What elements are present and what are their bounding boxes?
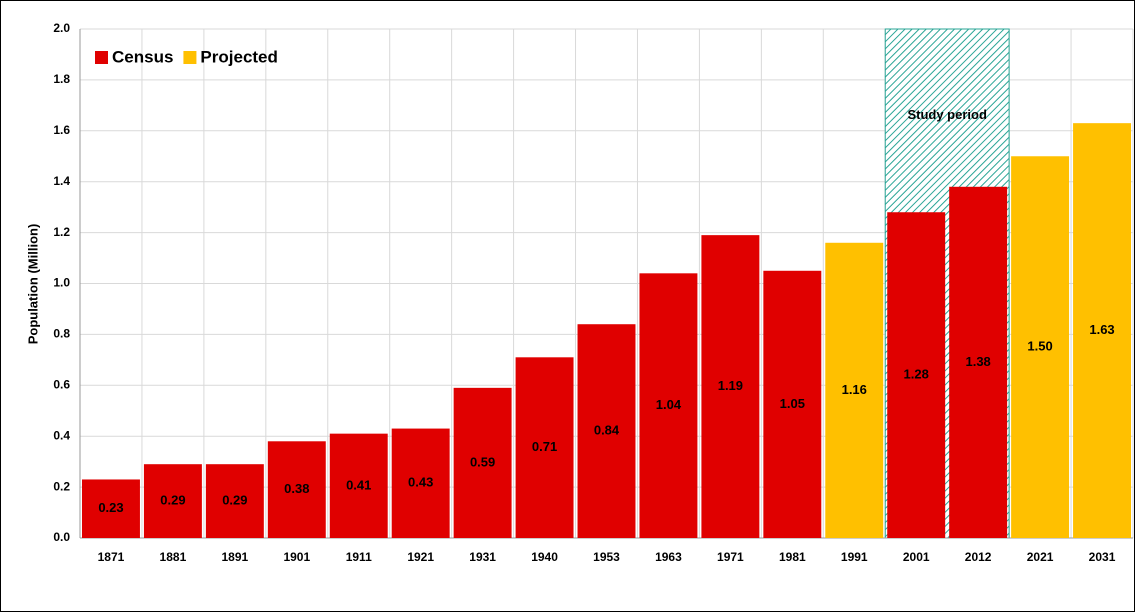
x-tick-label: 1911	[346, 550, 372, 564]
value-label: 0.29	[160, 493, 185, 508]
legend-label: Projected	[200, 47, 277, 66]
bar	[515, 357, 574, 538]
y-tick-label: 1.4	[53, 174, 70, 188]
value-label: 0.71	[532, 439, 557, 454]
y-tick-label: 1.8	[53, 72, 70, 86]
bar	[763, 270, 822, 538]
legend-label: Census	[112, 47, 173, 66]
bar	[453, 387, 512, 538]
y-tick-label: 0.2	[53, 479, 70, 493]
value-label: 1.63	[1089, 322, 1114, 337]
value-label: 0.43	[408, 475, 433, 490]
legend-swatch	[95, 51, 108, 64]
y-tick-label: 2.0	[53, 21, 70, 35]
value-label: 1.16	[842, 382, 867, 397]
x-tick-label: 1891	[222, 550, 249, 564]
bar	[825, 242, 884, 538]
y-tick-label: 1.6	[53, 123, 70, 137]
x-tick-label: 1871	[98, 550, 125, 564]
bar	[143, 464, 202, 538]
bar	[267, 441, 326, 538]
value-label: 1.28	[904, 367, 929, 382]
y-axis-label: Population (Million)	[25, 224, 40, 345]
bar	[329, 433, 388, 538]
value-label: 1.19	[718, 378, 743, 393]
value-label: 0.38	[284, 481, 309, 496]
x-tick-label: 1881	[160, 550, 187, 564]
x-tick-label: 2001	[903, 550, 930, 564]
bar	[205, 464, 264, 538]
study-period-label: Study period	[907, 107, 987, 122]
x-tick-label: 2031	[1089, 550, 1116, 564]
x-tick-label: 1931	[469, 550, 496, 564]
value-label: 0.41	[346, 477, 371, 492]
bar	[949, 186, 1008, 539]
y-tick-label: 0.6	[53, 377, 70, 391]
y-tick-label: 0.0	[53, 530, 70, 544]
value-label: 0.84	[594, 423, 620, 438]
value-label: 0.29	[222, 493, 247, 508]
bar	[701, 235, 760, 538]
x-tick-label: 2012	[965, 550, 992, 564]
value-label: 0.59	[470, 454, 495, 469]
y-tick-label: 0.4	[53, 428, 70, 442]
bar	[82, 479, 140, 538]
x-tick-label: 1991	[841, 550, 868, 564]
value-label: 1.50	[1027, 339, 1052, 354]
bar	[391, 428, 450, 538]
bar	[1011, 156, 1070, 538]
x-tick-label: 1971	[717, 550, 744, 564]
x-tick-label: 2021	[1027, 550, 1054, 564]
x-tick-label: 1921	[407, 550, 434, 564]
x-tick-label: 1901	[283, 550, 310, 564]
value-label: 1.38	[965, 354, 990, 369]
x-tick-label: 1963	[655, 550, 682, 564]
y-tick-label: 1.0	[53, 276, 70, 290]
y-tick-label: 1.2	[53, 225, 70, 239]
bar	[577, 324, 636, 538]
value-label: 1.05	[780, 396, 805, 411]
bar	[1073, 123, 1131, 538]
x-tick-label: 1981	[779, 550, 806, 564]
value-label: 1.04	[656, 397, 682, 412]
bar	[639, 273, 698, 538]
x-tick-label: 1953	[593, 550, 620, 564]
x-tick-label: 1940	[531, 550, 558, 564]
value-label: 0.23	[98, 500, 123, 515]
y-tick-label: 0.8	[53, 327, 70, 341]
bar	[887, 212, 946, 539]
legend-swatch	[183, 51, 197, 64]
